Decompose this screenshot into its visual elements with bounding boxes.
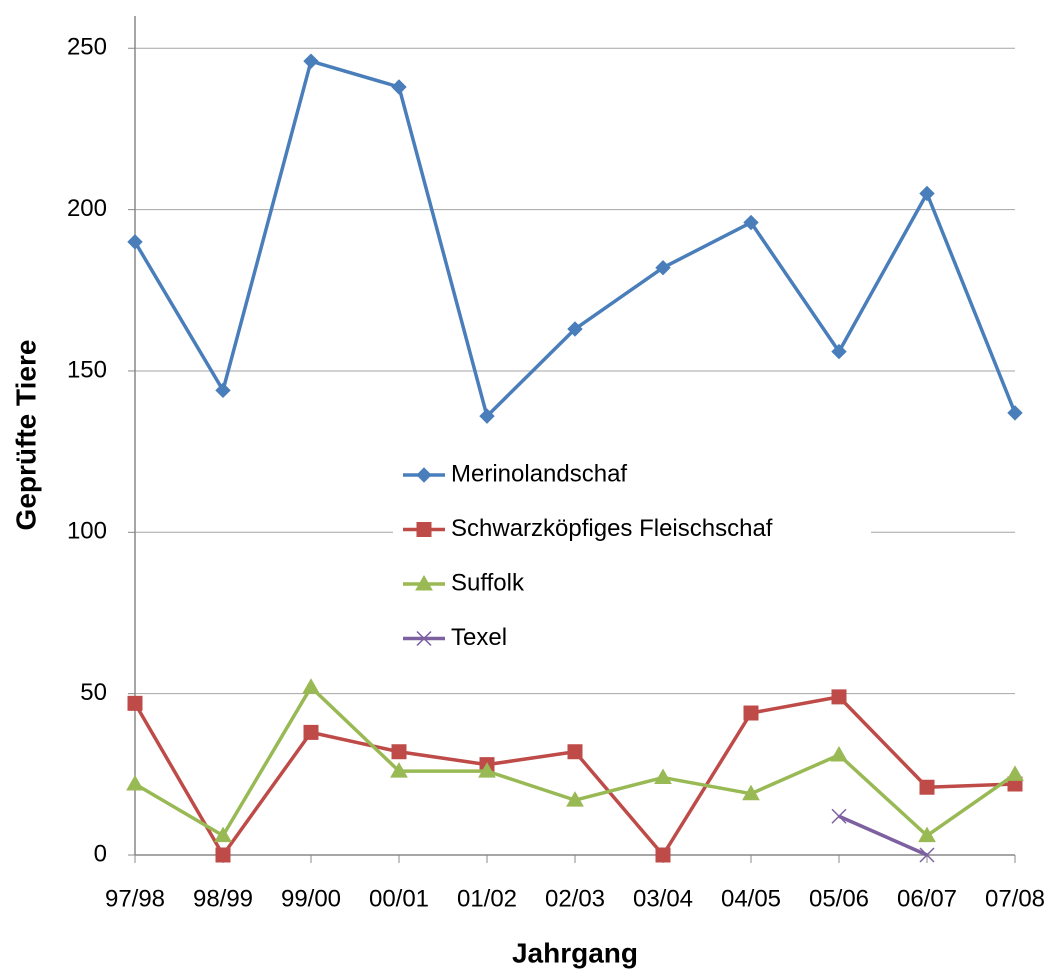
x-tick-label: 02/03 [545, 885, 605, 912]
data-point [478, 762, 496, 778]
y-tick-label: 150 [67, 356, 107, 383]
data-point [1007, 405, 1023, 421]
data-point [830, 745, 848, 762]
legend-label: Schwarzköpfiges Fleischschaf [451, 515, 773, 542]
data-point [831, 343, 847, 360]
series-line [134, 685, 1017, 838]
data-point [214, 826, 232, 843]
x-tick-label: 03/04 [633, 885, 693, 912]
data-point [126, 774, 144, 791]
data-point [127, 695, 143, 711]
data-point [391, 744, 407, 760]
x-tick-label: 98/99 [193, 885, 253, 912]
data-point [919, 847, 935, 863]
series-line [133, 695, 1016, 857]
series-line [838, 814, 928, 857]
x-tick-label: 99/00 [281, 885, 341, 912]
legend-box [393, 448, 871, 666]
data-point [479, 408, 495, 424]
data-point [390, 762, 408, 778]
x-tick-label: 05/06 [809, 885, 869, 912]
data-point [391, 79, 407, 95]
data-point [742, 784, 760, 801]
x-tick-label: 07/08 [985, 885, 1045, 912]
y-tick-label: 50 [80, 679, 107, 706]
data-point [918, 826, 936, 843]
data-point [215, 382, 231, 399]
data-point [566, 791, 584, 807]
data-point [831, 689, 847, 705]
legend-marker [415, 574, 433, 591]
y-tick-label: 200 [67, 195, 107, 222]
data-point [831, 808, 847, 824]
x-axis-label: Jahrgang [512, 937, 638, 968]
y-tick-label: 100 [67, 518, 107, 545]
legend-marker [416, 630, 432, 647]
data-point [303, 53, 319, 69]
data-point [655, 847, 671, 863]
x-tick-label: 01/02 [457, 885, 517, 912]
data-point [567, 744, 583, 760]
legend-label: Texel [451, 624, 507, 651]
y-tick-label: 0 [94, 840, 107, 867]
legend-marker [416, 467, 432, 483]
series-line [133, 59, 1017, 418]
data-point [567, 321, 583, 337]
x-tick-label: 00/01 [369, 885, 429, 912]
data-point [743, 214, 759, 231]
data-point [654, 768, 672, 785]
data-point [215, 847, 231, 863]
x-tick-label: 06/07 [897, 885, 957, 912]
y-tick-label: 250 [67, 34, 107, 61]
data-point [303, 724, 319, 740]
x-tick-label: 04/05 [721, 885, 781, 912]
data-point [743, 705, 759, 721]
legend-label: Merinolandschaf [451, 460, 627, 487]
data-point [302, 678, 320, 694]
data-point [127, 234, 143, 250]
data-point [655, 259, 671, 276]
legend-marker [416, 522, 432, 537]
data-point [1006, 765, 1024, 781]
y-axis-label: Geprüfte Tiere [10, 340, 41, 531]
data-point [919, 185, 935, 202]
data-point [919, 779, 935, 795]
legend-label: Suffolk [451, 569, 525, 596]
x-tick-label: 97/98 [105, 885, 165, 912]
